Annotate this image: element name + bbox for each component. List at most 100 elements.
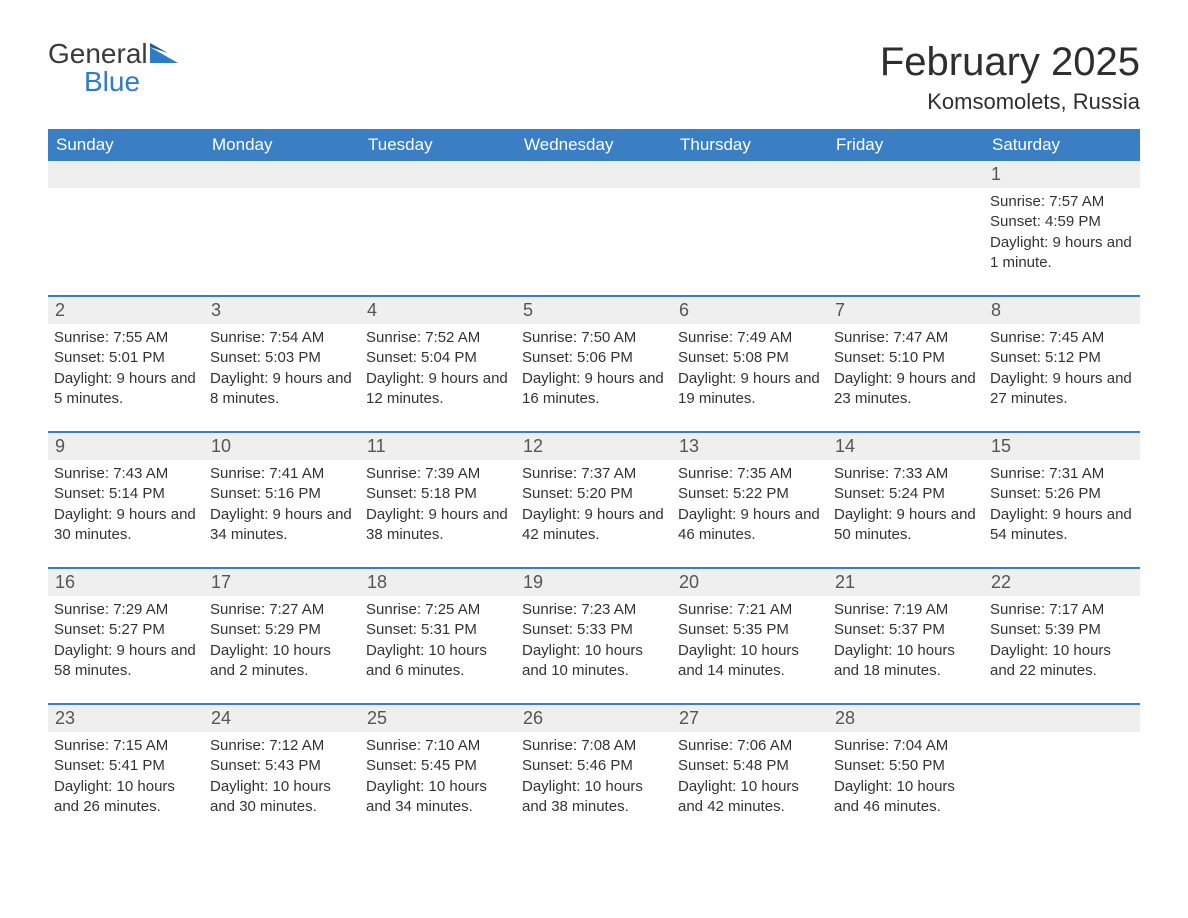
daynum-cell: 3 <box>204 296 360 324</box>
sunrise-text: Sunrise: 7:15 AM <box>54 736 198 756</box>
day-content: Sunrise: 7:19 AMSunset: 5:37 PMDaylight:… <box>828 596 984 703</box>
day-number: 15 <box>985 434 1139 459</box>
week-row: Sunrise: 7:43 AMSunset: 5:14 PMDaylight:… <box>48 460 1140 568</box>
day-number: 23 <box>49 706 203 731</box>
day-content: Sunrise: 7:33 AMSunset: 5:24 PMDaylight:… <box>828 460 984 567</box>
day-cell: Sunrise: 7:41 AMSunset: 5:16 PMDaylight:… <box>204 460 360 568</box>
daylight-text: Daylight: 9 hours and 8 minutes. <box>210 369 354 410</box>
daynum-cell <box>516 161 672 188</box>
empty-cell <box>48 188 204 296</box>
day-number: 19 <box>517 570 671 595</box>
day-content: Sunrise: 7:55 AMSunset: 5:01 PMDaylight:… <box>48 324 204 431</box>
empty-cell <box>672 188 828 296</box>
week-row: Sunrise: 7:29 AMSunset: 5:27 PMDaylight:… <box>48 596 1140 704</box>
daylight-text: Daylight: 9 hours and 38 minutes. <box>366 505 510 546</box>
day-number: 7 <box>829 298 983 323</box>
daynum-cell: 5 <box>516 296 672 324</box>
daynum-row: 232425262728 <box>48 704 1140 732</box>
empty-cell <box>984 732 1140 839</box>
day-content: Sunrise: 7:17 AMSunset: 5:39 PMDaylight:… <box>984 596 1140 703</box>
day-number: 6 <box>673 298 827 323</box>
daynum-cell: 10 <box>204 432 360 460</box>
day-cell: Sunrise: 7:17 AMSunset: 5:39 PMDaylight:… <box>984 596 1140 704</box>
daynum-cell: 26 <box>516 704 672 732</box>
day-cell: Sunrise: 7:33 AMSunset: 5:24 PMDaylight:… <box>828 460 984 568</box>
flag-icon <box>150 40 178 68</box>
day-cell: Sunrise: 7:21 AMSunset: 5:35 PMDaylight:… <box>672 596 828 704</box>
header: General Blue February 2025 Komsomolets, … <box>48 40 1140 121</box>
day-cell: Sunrise: 7:10 AMSunset: 5:45 PMDaylight:… <box>360 732 516 839</box>
daylight-text: Daylight: 9 hours and 1 minute. <box>990 233 1134 274</box>
day-cell: Sunrise: 7:45 AMSunset: 5:12 PMDaylight:… <box>984 324 1140 432</box>
day-number: 10 <box>205 434 359 459</box>
day-content: Sunrise: 7:39 AMSunset: 5:18 PMDaylight:… <box>360 460 516 567</box>
empty-cell <box>516 188 672 296</box>
daynum-cell: 13 <box>672 432 828 460</box>
sunrise-text: Sunrise: 7:17 AM <box>990 600 1134 620</box>
sunset-text: Sunset: 5:04 PM <box>366 348 510 368</box>
day-content: Sunrise: 7:15 AMSunset: 5:41 PMDaylight:… <box>48 732 204 839</box>
daynum-row: 2345678 <box>48 296 1140 324</box>
daynum-cell <box>360 161 516 188</box>
sunrise-text: Sunrise: 7:06 AM <box>678 736 822 756</box>
sunset-text: Sunset: 5:39 PM <box>990 620 1134 640</box>
day-cell: Sunrise: 7:39 AMSunset: 5:18 PMDaylight:… <box>360 460 516 568</box>
title-block: February 2025 Komsomolets, Russia <box>880 40 1140 121</box>
sunrise-text: Sunrise: 7:08 AM <box>522 736 666 756</box>
day-number: 20 <box>673 570 827 595</box>
empty-cell <box>360 188 516 296</box>
dayname-tuesday: Tuesday <box>360 129 516 161</box>
day-number: 3 <box>205 298 359 323</box>
daylight-text: Daylight: 9 hours and 5 minutes. <box>54 369 198 410</box>
day-number: 21 <box>829 570 983 595</box>
sunrise-text: Sunrise: 7:27 AM <box>210 600 354 620</box>
daynum-row: 16171819202122 <box>48 568 1140 596</box>
brand-logo: General Blue <box>48 40 178 96</box>
daynum-cell: 18 <box>360 568 516 596</box>
sunrise-text: Sunrise: 7:52 AM <box>366 328 510 348</box>
day-cell: Sunrise: 7:06 AMSunset: 5:48 PMDaylight:… <box>672 732 828 839</box>
day-cell: Sunrise: 7:29 AMSunset: 5:27 PMDaylight:… <box>48 596 204 704</box>
sunset-text: Sunset: 5:35 PM <box>678 620 822 640</box>
day-cell: Sunrise: 7:25 AMSunset: 5:31 PMDaylight:… <box>360 596 516 704</box>
week-row: Sunrise: 7:15 AMSunset: 5:41 PMDaylight:… <box>48 732 1140 839</box>
daynum-cell: 17 <box>204 568 360 596</box>
day-number: 14 <box>829 434 983 459</box>
calendar-body: 1Sunrise: 7:57 AMSunset: 4:59 PMDaylight… <box>48 161 1140 839</box>
sunrise-text: Sunrise: 7:57 AM <box>990 192 1134 212</box>
daynum-cell <box>48 161 204 188</box>
sunrise-text: Sunrise: 7:25 AM <box>366 600 510 620</box>
sunset-text: Sunset: 5:26 PM <box>990 484 1134 504</box>
daylight-text: Daylight: 10 hours and 6 minutes. <box>366 641 510 682</box>
day-number: 24 <box>205 706 359 731</box>
sunrise-text: Sunrise: 7:19 AM <box>834 600 978 620</box>
day-cell: Sunrise: 7:50 AMSunset: 5:06 PMDaylight:… <box>516 324 672 432</box>
sunset-text: Sunset: 5:41 PM <box>54 756 198 776</box>
day-cell: Sunrise: 7:55 AMSunset: 5:01 PMDaylight:… <box>48 324 204 432</box>
daynum-cell: 19 <box>516 568 672 596</box>
sunset-text: Sunset: 5:16 PM <box>210 484 354 504</box>
day-content: Sunrise: 7:37 AMSunset: 5:20 PMDaylight:… <box>516 460 672 567</box>
daylight-text: Daylight: 10 hours and 26 minutes. <box>54 777 198 818</box>
day-content: Sunrise: 7:21 AMSunset: 5:35 PMDaylight:… <box>672 596 828 703</box>
day-cell: Sunrise: 7:04 AMSunset: 5:50 PMDaylight:… <box>828 732 984 839</box>
sunrise-text: Sunrise: 7:41 AM <box>210 464 354 484</box>
sunset-text: Sunset: 5:10 PM <box>834 348 978 368</box>
sunrise-text: Sunrise: 7:39 AM <box>366 464 510 484</box>
day-content: Sunrise: 7:12 AMSunset: 5:43 PMDaylight:… <box>204 732 360 839</box>
day-content: Sunrise: 7:43 AMSunset: 5:14 PMDaylight:… <box>48 460 204 567</box>
sunrise-text: Sunrise: 7:31 AM <box>990 464 1134 484</box>
sunset-text: Sunset: 5:33 PM <box>522 620 666 640</box>
day-cell: Sunrise: 7:57 AMSunset: 4:59 PMDaylight:… <box>984 188 1140 296</box>
sunset-text: Sunset: 4:59 PM <box>990 212 1134 232</box>
day-content: Sunrise: 7:27 AMSunset: 5:29 PMDaylight:… <box>204 596 360 703</box>
daynum-row: 1 <box>48 161 1140 188</box>
daylight-text: Daylight: 9 hours and 34 minutes. <box>210 505 354 546</box>
dayname-row: Sunday Monday Tuesday Wednesday Thursday… <box>48 129 1140 161</box>
dayname-thursday: Thursday <box>672 129 828 161</box>
daylight-text: Daylight: 9 hours and 16 minutes. <box>522 369 666 410</box>
day-number: 26 <box>517 706 671 731</box>
daylight-text: Daylight: 9 hours and 23 minutes. <box>834 369 978 410</box>
day-cell: Sunrise: 7:23 AMSunset: 5:33 PMDaylight:… <box>516 596 672 704</box>
sunrise-text: Sunrise: 7:29 AM <box>54 600 198 620</box>
